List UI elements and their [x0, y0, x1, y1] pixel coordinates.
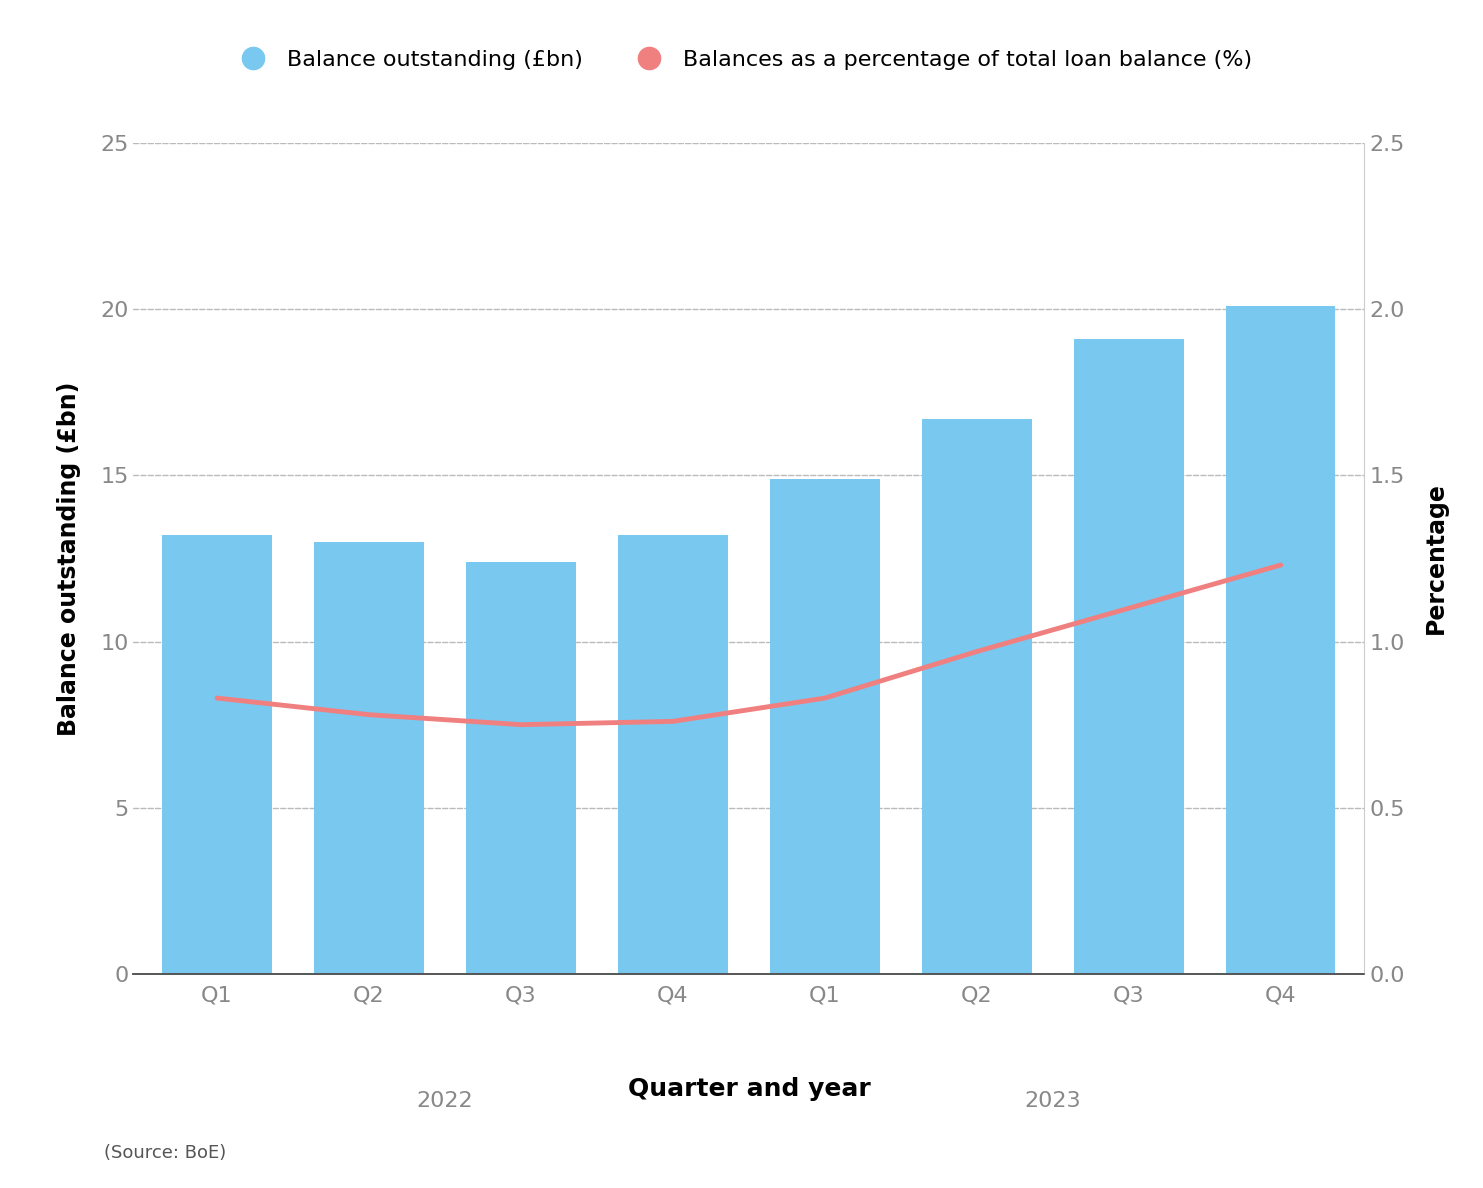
Text: 2022: 2022: [417, 1091, 473, 1111]
Bar: [1226, 305, 1336, 974]
Y-axis label: Percentage: Percentage: [1424, 482, 1449, 634]
Y-axis label: Balance outstanding (£bn): Balance outstanding (£bn): [56, 381, 80, 735]
X-axis label: Quarter and year: Quarter and year: [627, 1078, 871, 1101]
Bar: [314, 542, 424, 974]
Bar: [466, 562, 575, 974]
Legend: Balance outstanding (£bn), Balances as a percentage of total loan balance (%): Balance outstanding (£bn), Balances as a…: [222, 40, 1261, 78]
Bar: [922, 418, 1032, 974]
Bar: [162, 535, 271, 974]
Bar: [770, 479, 879, 974]
Text: 2023: 2023: [1025, 1091, 1081, 1111]
Bar: [1074, 339, 1183, 974]
Bar: [618, 535, 728, 974]
Text: (Source: BoE): (Source: BoE): [104, 1144, 225, 1162]
